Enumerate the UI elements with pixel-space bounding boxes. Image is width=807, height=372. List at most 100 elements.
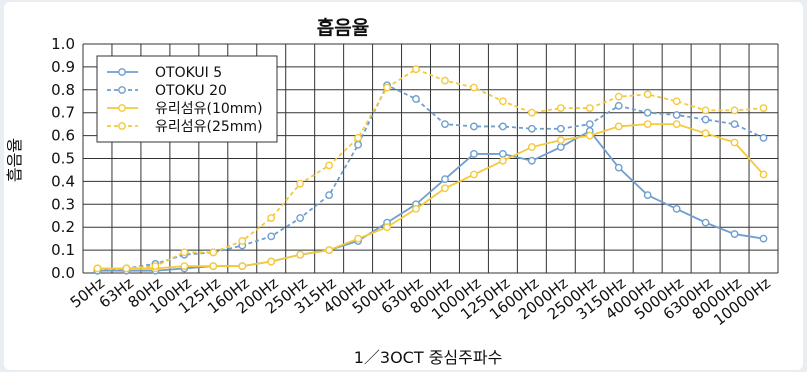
data-point: [527, 143, 536, 151]
data-point: [527, 156, 536, 165]
data-point: [730, 106, 739, 115]
data-point: [730, 120, 739, 129]
legend-marker: [118, 104, 126, 112]
data-point: [325, 246, 334, 255]
data-point: [354, 133, 363, 142]
data-point: [412, 204, 420, 213]
legend: OTOKUI 5 OTOKU 20 유리섬유(10mm) 유리섬유(25mm): [96, 55, 278, 143]
data-point: [643, 108, 652, 117]
data-point: [556, 104, 565, 113]
data-point: [614, 163, 623, 172]
data-point: [238, 262, 247, 271]
data-point: [209, 262, 218, 271]
data-point: [643, 90, 652, 99]
legend-label: 유리섬유(10mm): [155, 101, 263, 117]
series-line: [97, 68, 764, 270]
data-point: [556, 136, 565, 145]
y-tick-label: 0.6: [51, 127, 75, 145]
chart-title: 흡음율: [317, 16, 369, 39]
y-tick-label: 0.4: [51, 172, 75, 190]
data-point: [354, 140, 363, 149]
data-point: [441, 120, 449, 129]
data-point: [267, 232, 276, 241]
data-point: [296, 179, 305, 188]
data-point: [470, 170, 478, 179]
y-tick-label: 0.1: [51, 241, 75, 259]
data-point: [585, 104, 594, 113]
data-point: [267, 257, 276, 266]
data-point: [296, 250, 305, 259]
data-point: [614, 122, 623, 131]
data-point: [672, 97, 681, 106]
data-point: [701, 115, 710, 124]
x-axis-label: 1／3OCT 중심주파수: [354, 348, 503, 367]
legend-marker: [118, 68, 126, 76]
data-point: [325, 191, 334, 200]
y-tick-label: 0.9: [51, 58, 75, 76]
data-point: [354, 234, 363, 243]
data-point: [498, 97, 507, 106]
y-tick-label: 0.8: [51, 81, 75, 99]
data-point: [759, 170, 768, 179]
data-point: [296, 214, 305, 222]
data-point: [759, 104, 768, 113]
data-point: [238, 237, 247, 245]
data-point: [556, 124, 565, 133]
y-tick-label: 0.7: [51, 104, 75, 122]
data-point: [672, 120, 681, 129]
data-point: [643, 191, 652, 200]
data-point: [498, 122, 507, 131]
data-point: [614, 92, 623, 101]
data-point: [701, 218, 710, 227]
data-point: [151, 262, 160, 271]
y-tick-label: 0.5: [51, 150, 75, 168]
y-tick-label: 0.0: [51, 264, 75, 282]
legend-label: OTOKUI 5: [155, 65, 222, 81]
data-point: [470, 83, 478, 92]
series-layer: [93, 65, 768, 275]
data-point: [730, 230, 739, 238]
legend-label: OTOKU 20: [155, 83, 227, 99]
data-point: [180, 262, 189, 271]
data-point: [643, 120, 652, 129]
data-point: [527, 124, 536, 133]
y-axis-label: 흡음율: [5, 138, 24, 182]
data-point: [614, 101, 623, 110]
data-point: [585, 120, 594, 129]
data-point: [383, 223, 391, 232]
y-tick-label: 0.3: [51, 195, 75, 213]
data-point: [672, 111, 681, 119]
data-point: [470, 150, 478, 158]
data-point: [209, 248, 218, 257]
data-point: [93, 264, 102, 273]
data-point: [498, 150, 507, 158]
legend-marker: [118, 122, 126, 130]
data-point: [325, 161, 334, 170]
data-point: [180, 248, 189, 257]
data-point: [672, 204, 681, 213]
data-point: [441, 76, 449, 85]
data-point: [585, 131, 594, 140]
data-point: [498, 156, 507, 165]
series-3: [93, 120, 768, 273]
data-point: [412, 95, 420, 103]
data-point: [441, 175, 449, 184]
y-tick-label: 0.2: [51, 218, 75, 236]
legend-marker: [118, 86, 126, 94]
data-point: [383, 83, 391, 92]
data-point: [527, 108, 536, 117]
data-point: [412, 65, 420, 74]
data-point: [759, 133, 768, 142]
series-line: [97, 123, 765, 270]
legend-label: 유리섬유(25mm): [155, 119, 263, 135]
y-tick-labels: 0.0 0.1 0.2 0.3 0.4 0.5 0.6 0.7 0.8 0.9 1.0: [51, 35, 75, 282]
data-point: [441, 184, 449, 193]
legend-box: [96, 55, 278, 143]
data-point: [470, 122, 478, 131]
y-tick-label: 1.0: [51, 35, 75, 53]
data-point: [122, 264, 131, 273]
x-tick-labels: 50Hz63Hz80Hz100Hz125Hz160Hz200Hz250Hz315…: [67, 274, 774, 329]
data-point: [556, 143, 565, 151]
data-point: [759, 234, 768, 243]
data-point: [730, 138, 739, 147]
